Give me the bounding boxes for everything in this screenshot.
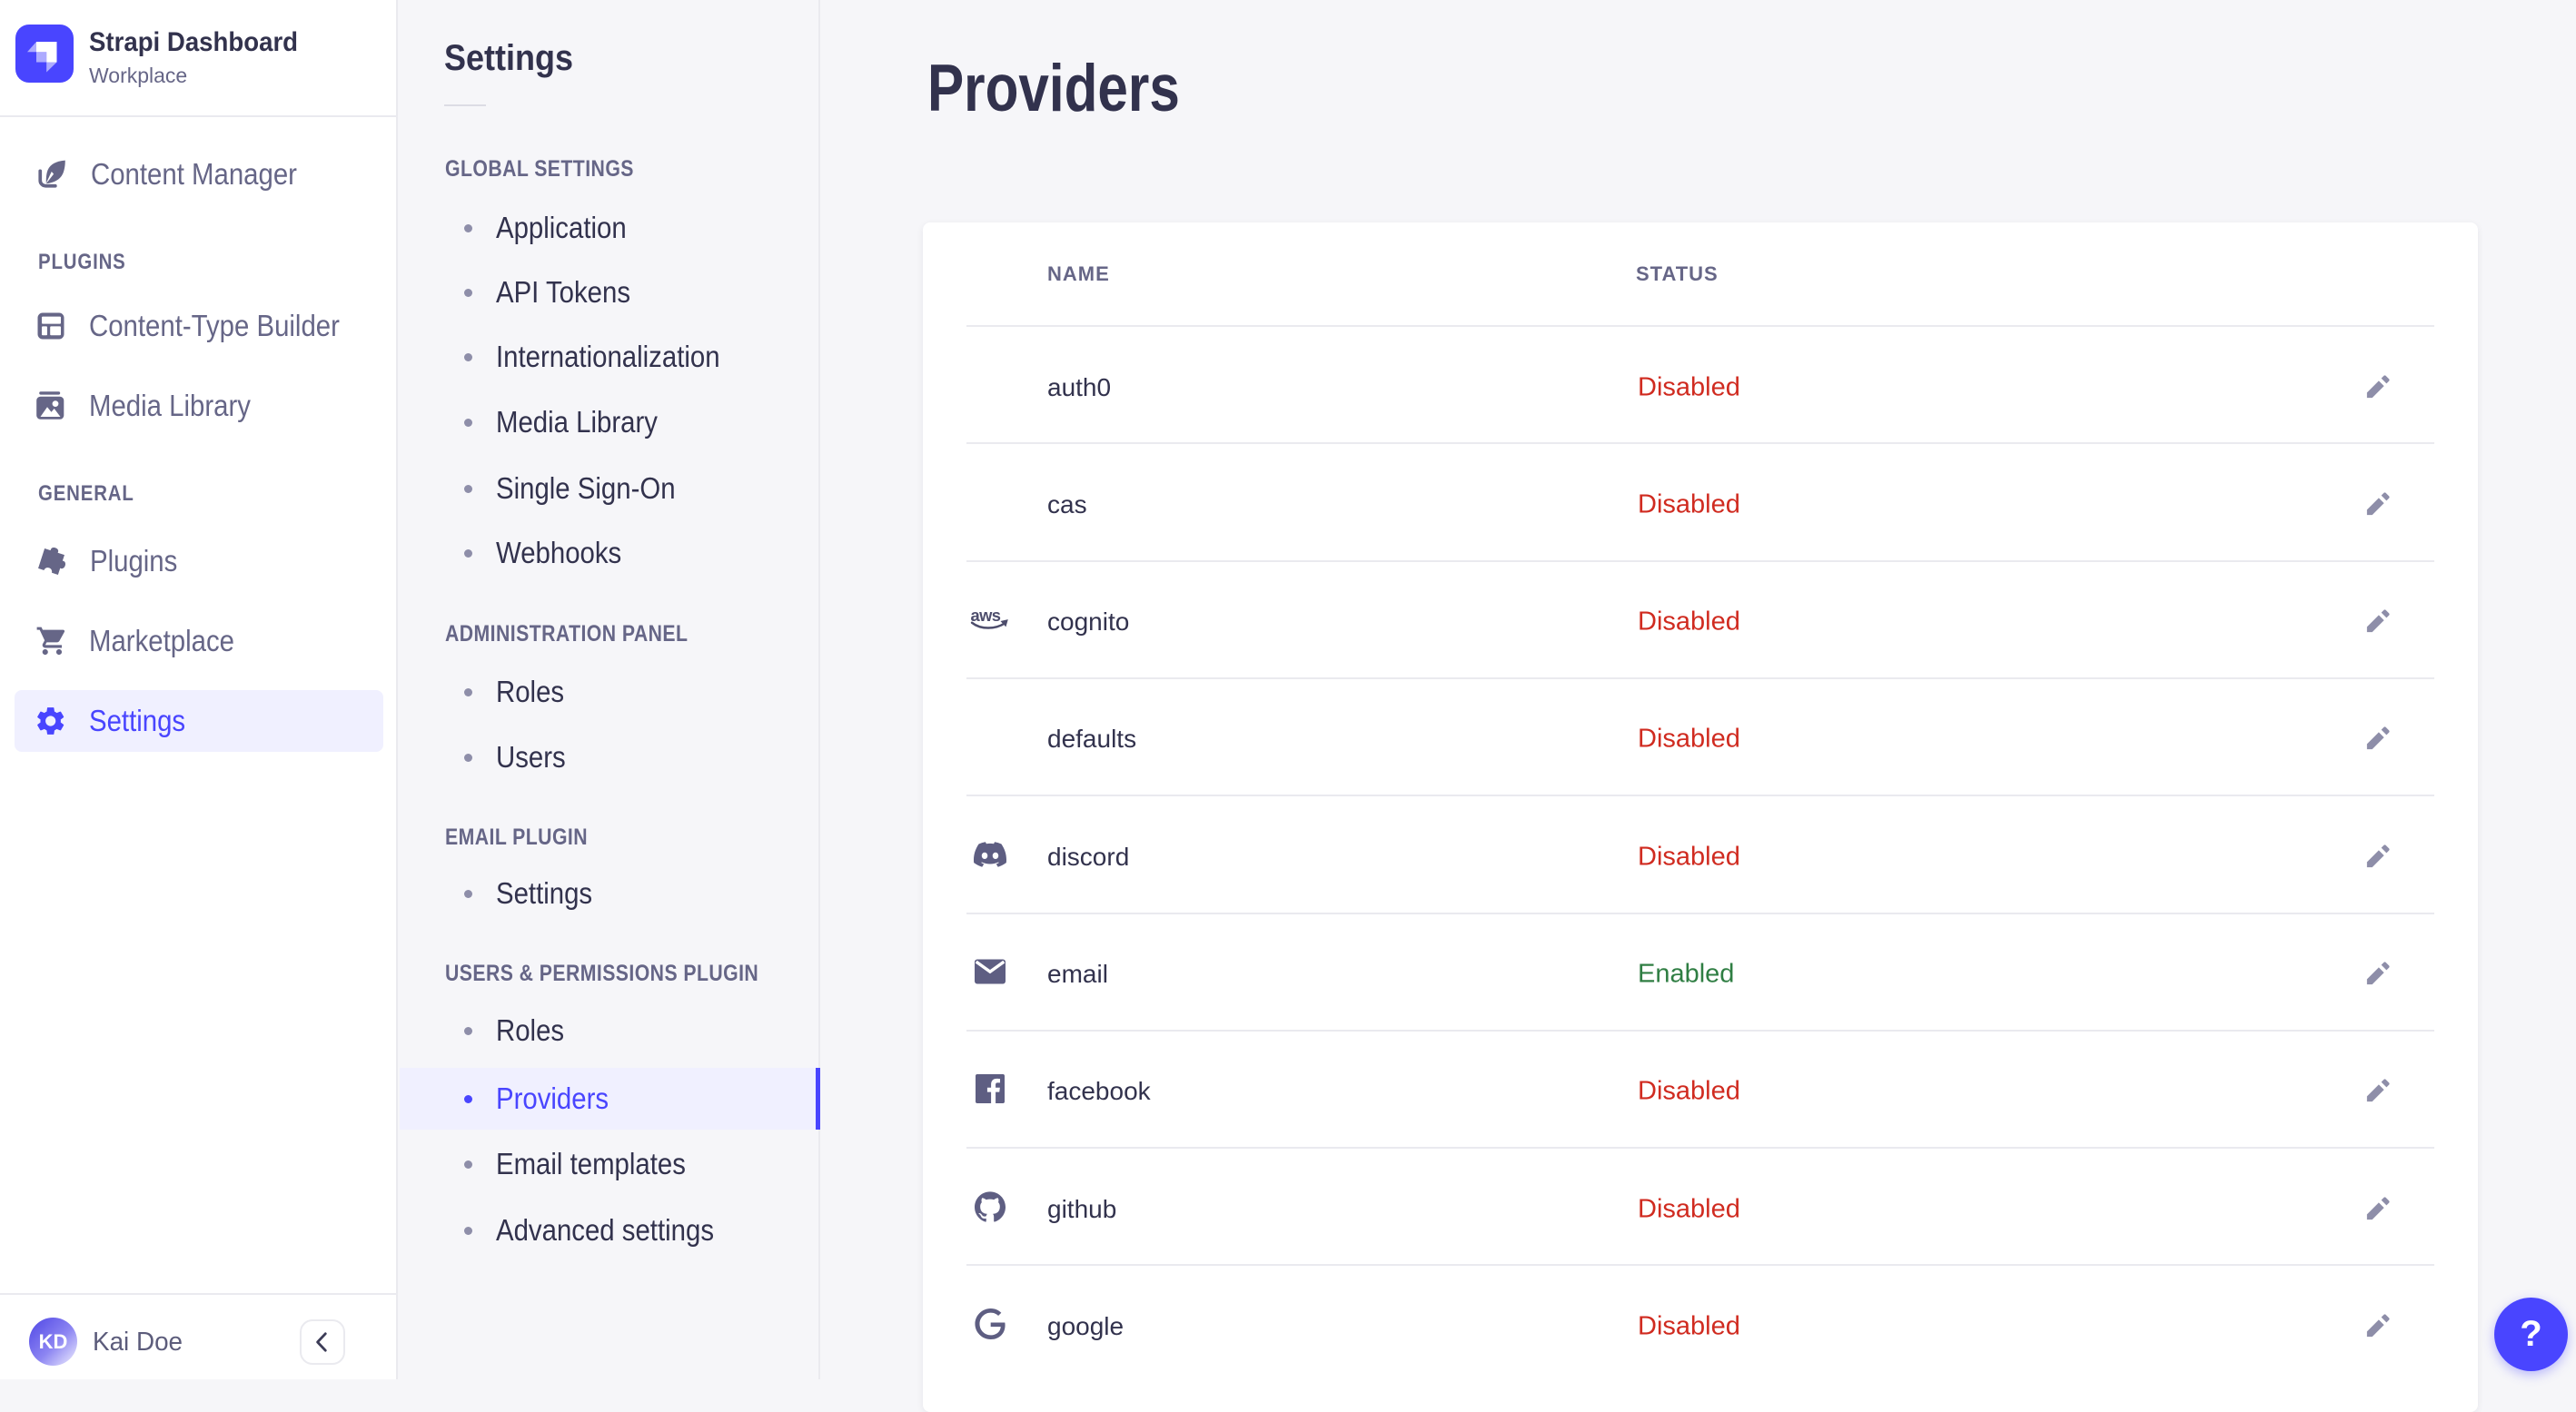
- svg-text:aws: aws: [970, 607, 1000, 625]
